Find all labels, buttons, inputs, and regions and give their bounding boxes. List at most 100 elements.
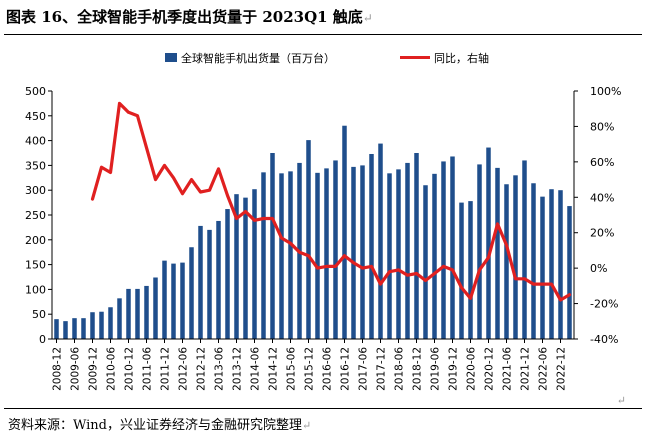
x-tick-label: 2017-06 — [358, 347, 370, 391]
y-axis-right: -40% -20% 0% 20% 40% 60% 80% 100% — [573, 85, 621, 346]
bar — [396, 169, 401, 339]
bar — [333, 160, 338, 339]
y-tick-label-left: 50 — [32, 308, 46, 321]
x-tick-label: 2009-12 — [88, 347, 100, 391]
x-axis: 2008-12 2009-06 2009-12 2010-06 2010-12 2011-… — [52, 338, 574, 391]
y-tick-label-right: 80% — [590, 120, 614, 133]
bar — [108, 307, 113, 339]
bar — [387, 173, 392, 339]
bar — [144, 285, 149, 339]
bar — [261, 172, 266, 339]
bar — [207, 229, 212, 339]
x-tick-label: 2019-06 — [430, 347, 442, 391]
y-tick-label-left: 150 — [25, 259, 46, 272]
x-tick-label: 2014-12 — [268, 347, 280, 391]
bar — [432, 173, 437, 339]
bar — [504, 184, 509, 339]
bar — [378, 143, 383, 339]
bar — [459, 202, 464, 339]
y-tick-label-left: 200 — [25, 234, 46, 247]
y-tick-label-left: 100 — [25, 283, 46, 296]
bar — [252, 189, 257, 339]
x-tick-label: 2016-12 — [340, 347, 352, 391]
bar — [216, 220, 221, 339]
yoy-line — [90, 101, 572, 302]
x-tick-label: 2009-06 — [70, 347, 82, 391]
bar — [225, 209, 230, 339]
x-tick-label: 2020-12 — [484, 347, 496, 391]
bar — [90, 312, 95, 339]
bar — [81, 318, 86, 339]
source-note: 资料来源：Wind，兴业证券经济与金融研究院整理↵ — [8, 418, 312, 433]
bar — [477, 164, 482, 339]
bar — [54, 319, 59, 339]
bar — [270, 153, 275, 339]
y-tick-label-left: 0 — [39, 333, 46, 346]
y-tick-label-right: 60% — [590, 156, 614, 169]
bar — [495, 167, 500, 339]
x-tick-label: 2013-06 — [214, 347, 226, 391]
bar — [171, 263, 176, 339]
legend-bar-label: 全球智能手机出货量（百万台） — [181, 51, 335, 65]
x-tick-label: 2018-06 — [394, 347, 406, 391]
combo-chart: 全球智能手机出货量（百万台） 同比，右轴 0 50 100 150 200 250 300 35… — [25, 51, 621, 391]
x-tick-label: 2011-12 — [160, 347, 172, 391]
x-tick-label: 2020-06 — [466, 347, 478, 391]
bar — [468, 201, 473, 339]
y-tick-label-right: 40% — [590, 191, 614, 204]
x-tick-label: 2012-12 — [196, 347, 208, 391]
paragraph-mark-icon: ↵ — [616, 394, 626, 407]
x-tick-label: 2010-12 — [124, 347, 136, 391]
y-tick-label-left: 350 — [25, 159, 46, 172]
bar — [279, 173, 284, 339]
line-series — [90, 101, 572, 302]
bar — [234, 194, 239, 339]
bar — [450, 156, 455, 339]
bar — [180, 262, 185, 339]
bar — [99, 311, 104, 339]
bar — [486, 147, 491, 339]
y-tick-label-left: 450 — [25, 110, 46, 123]
bar — [558, 190, 563, 339]
y-tick-label-right: -40% — [590, 333, 618, 346]
bar — [72, 318, 77, 339]
bar — [243, 197, 248, 339]
y-axis-left: 0 50 100 150 200 250 300 350 400 450 500 — [25, 85, 53, 346]
y-tick-label-left: 300 — [25, 184, 46, 197]
x-tick-label: 2012-06 — [178, 347, 190, 391]
bar — [423, 185, 428, 339]
x-tick-label: 2008-12 — [52, 347, 64, 391]
figure-title: 图表 16、全球智能手机季度出货量于 2023Q1 触底↵ — [6, 8, 373, 26]
bar — [405, 162, 410, 339]
legend-line-label: 同比，右轴 — [434, 51, 489, 65]
source-rule — [4, 408, 642, 409]
bar — [369, 153, 374, 339]
x-tick-label: 2015-12 — [304, 347, 316, 391]
bar — [351, 166, 356, 339]
title-rule — [4, 34, 642, 35]
bar — [360, 165, 365, 339]
bar — [306, 140, 311, 339]
bar — [162, 260, 167, 339]
bar — [414, 153, 419, 339]
x-tick-label: 2011-06 — [142, 347, 154, 391]
bar — [288, 171, 293, 339]
bar — [513, 175, 518, 339]
bar — [531, 183, 536, 339]
legend-bar-swatch — [165, 53, 177, 62]
x-tick-label: 2010-06 — [106, 347, 118, 391]
bar — [342, 125, 347, 339]
bar — [522, 160, 527, 339]
y-tick-label-right: -20% — [590, 298, 618, 311]
bar — [567, 206, 572, 339]
y-tick-label-left: 500 — [25, 85, 46, 98]
x-tick-label: 2019-12 — [448, 347, 460, 391]
bar — [189, 247, 194, 339]
x-tick-label: 2022-06 — [538, 347, 550, 391]
x-tick-label: 2022-12 — [556, 347, 568, 391]
x-tick-label: 2021-06 — [502, 347, 514, 391]
bar-series — [54, 125, 572, 339]
y-tick-label-left: 250 — [25, 209, 46, 222]
bar — [324, 168, 329, 339]
x-tick-label: 2021-12 — [520, 347, 532, 391]
